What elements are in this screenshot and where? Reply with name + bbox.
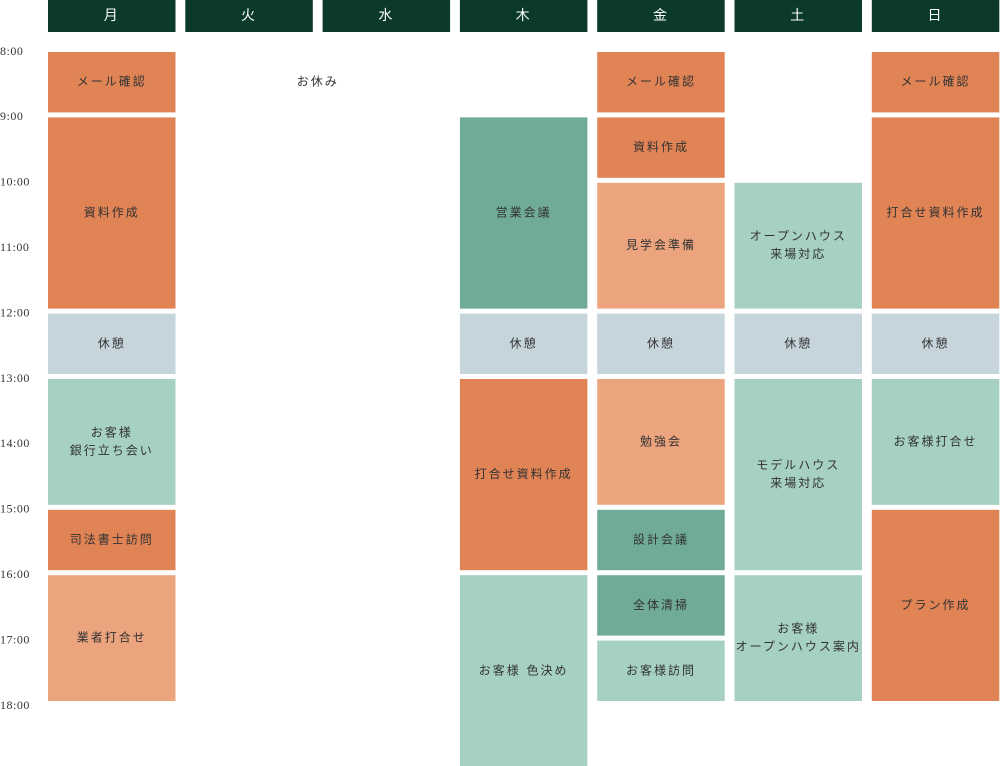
day-header	[459, 0, 588, 32]
day-label: 水	[378, 8, 394, 24]
event-block	[48, 575, 176, 701]
event-block	[597, 509, 725, 571]
event-block	[871, 117, 1000, 309]
event-block	[597, 640, 725, 701]
event-block	[597, 575, 725, 636]
day-header	[185, 0, 313, 32]
event-block	[871, 52, 1000, 113]
event-label: 設計会議	[633, 532, 689, 547]
event-block	[48, 509, 176, 571]
time-label: 13:00	[0, 371, 30, 385]
event-block	[871, 379, 1000, 505]
time-label: 17:00	[0, 632, 30, 646]
day-header	[871, 0, 1000, 32]
event-label: 司法書士訪問	[70, 532, 154, 547]
event-block	[597, 52, 725, 113]
event-block	[459, 575, 588, 766]
event-block	[734, 182, 862, 309]
time-label: 14:00	[0, 436, 30, 450]
event-label: 休憩	[647, 335, 675, 350]
time-label: 15:00	[0, 502, 30, 516]
event-label: メール確認	[77, 74, 147, 89]
event-block	[459, 117, 588, 309]
day-label: 火	[241, 9, 257, 24]
event-label: オープンハウス	[750, 229, 847, 243]
event-block	[597, 117, 725, 178]
event-label: 銀行立ち会い	[70, 442, 154, 457]
day-label: 日	[928, 9, 944, 24]
event-label: 業者打合せ	[77, 630, 147, 645]
event-label: 来場対応	[770, 247, 826, 261]
event-label: 全体清掃	[633, 597, 689, 612]
event-block	[734, 313, 862, 374]
time-label: 12:00	[0, 305, 30, 319]
event-label: お客様訪問	[626, 662, 696, 677]
day-label: 月	[104, 8, 120, 24]
event-label: 勉強会	[640, 434, 682, 448]
day-label: 土	[790, 8, 806, 24]
event-label: 営業会議	[496, 206, 552, 220]
event-block	[459, 313, 588, 374]
event-label: 来場対応	[770, 476, 826, 490]
time-label: 8:00	[0, 44, 23, 58]
event-label: 休憩	[510, 335, 538, 350]
event-label: お休み	[297, 75, 339, 89]
time-label: 16:00	[0, 567, 30, 581]
event-block	[48, 379, 176, 505]
time-label: 18:00	[0, 698, 30, 712]
event-label: 打合せ資料作成	[475, 466, 573, 481]
event-label: メール確認	[626, 74, 696, 89]
time-label: 11:00	[0, 240, 29, 254]
day-header	[597, 0, 725, 32]
day-header	[734, 0, 862, 32]
event-label: 休憩	[784, 335, 812, 350]
event-label: メール確認	[901, 74, 971, 89]
event-label: お客様	[777, 621, 819, 636]
event-block	[734, 575, 862, 701]
day-header	[48, 0, 176, 32]
event-block	[597, 313, 725, 374]
event-block	[48, 313, 176, 374]
day-header	[322, 0, 451, 32]
event-block	[48, 52, 176, 113]
event-block	[871, 313, 1000, 374]
event-label: オープンハウス案内	[736, 639, 861, 654]
event-label: 資料作成	[633, 140, 689, 154]
event-block	[597, 182, 725, 309]
day-label: 木	[516, 8, 532, 24]
time-label: 9:00	[0, 109, 23, 123]
event-label: 休憩	[922, 335, 950, 350]
event-label: 休憩	[98, 335, 126, 350]
event-block	[734, 379, 862, 571]
event-block	[48, 117, 176, 309]
event-label: モデルハウス	[756, 457, 840, 472]
time-label: 10:00	[0, 175, 30, 189]
event-block	[871, 509, 1000, 701]
event-label: お客様	[91, 424, 133, 439]
day-label: 金	[653, 8, 669, 24]
event-label: 打合せ資料作成	[887, 205, 985, 220]
event-label: プラン作成	[901, 598, 971, 612]
event-label: お客様打合せ	[894, 433, 978, 448]
event-block	[459, 379, 588, 571]
event-label: 資料作成	[84, 206, 140, 220]
event-label: 見学会準備	[626, 237, 696, 252]
event-label: お客様 色決め	[479, 662, 569, 677]
event-block	[597, 379, 725, 505]
